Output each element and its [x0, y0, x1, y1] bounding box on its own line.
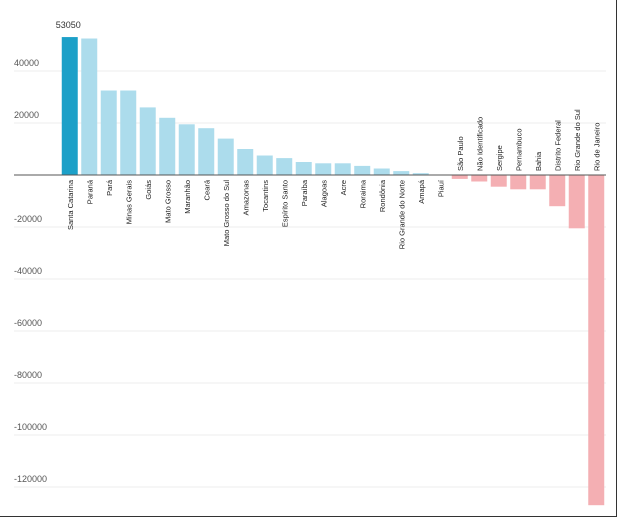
bar — [471, 175, 488, 182]
bar — [217, 138, 234, 175]
category-label: Sergipe — [495, 145, 504, 171]
bar — [588, 175, 605, 506]
category-label: Amazonas — [241, 180, 250, 216]
category-label: Rio Grande do Norte — [397, 180, 406, 249]
category-label: Bahia — [534, 151, 543, 171]
max-value-label: 53050 — [56, 20, 81, 30]
y-tick-label: 20000 — [14, 110, 39, 120]
category-label: Não Identificado — [475, 117, 484, 171]
category-label: Rondônia — [378, 179, 387, 212]
category-label: Acre — [339, 180, 348, 195]
category-label: Mato Grosso do Sul — [222, 180, 231, 247]
bar — [393, 171, 410, 175]
category-label: Distrito Federal — [553, 120, 562, 171]
bar — [529, 175, 546, 190]
bar — [568, 175, 585, 229]
category-label: Minas Gerais — [124, 180, 133, 224]
bar — [315, 163, 332, 175]
y-tick-label: -40000 — [14, 266, 42, 276]
bar — [451, 175, 468, 179]
bar — [237, 149, 254, 175]
y-tick-label: 40000 — [14, 58, 39, 68]
category-label: Paraíba — [300, 179, 309, 206]
category-label: Tocantins — [261, 180, 270, 212]
category-label: Ceará — [202, 179, 211, 200]
bar — [373, 168, 390, 175]
category-label: Amapá — [417, 179, 426, 204]
bar — [81, 38, 98, 175]
y-tick-label: -20000 — [14, 214, 42, 224]
bar — [490, 175, 507, 187]
category-label: Espírito Santo — [280, 180, 289, 227]
bar — [178, 124, 195, 175]
bar — [354, 165, 371, 175]
bar — [295, 162, 312, 175]
bar — [120, 90, 137, 175]
y-tick-label: -60000 — [14, 318, 42, 328]
category-label: Maranhão — [183, 180, 192, 214]
category-label: Paraná — [85, 179, 94, 204]
bar — [510, 175, 527, 190]
category-labels: Santa Catarina Paraná Pará Minas Gerais Goiá… — [66, 109, 602, 249]
category-label: Rio Grande do Sul — [573, 109, 582, 171]
bar — [61, 37, 78, 175]
bars — [61, 37, 605, 506]
category-label: Roraima — [358, 179, 367, 208]
bar — [139, 107, 156, 175]
category-label: São Paulo — [456, 136, 465, 171]
category-label: Mato Grosso — [163, 180, 172, 223]
bar — [412, 173, 429, 175]
category-label: Santa Catarina — [66, 179, 75, 230]
bar — [276, 158, 293, 175]
y-tick-label: -80000 — [14, 370, 42, 380]
category-label: Pará — [105, 179, 114, 196]
bar — [198, 128, 215, 175]
category-label: Rio de Janeiro — [592, 123, 601, 171]
y-tick-label: -120000 — [14, 474, 47, 484]
category-label: Alagoas — [319, 180, 328, 207]
bar — [100, 90, 117, 175]
bar — [334, 163, 351, 175]
bar — [549, 175, 566, 207]
bar — [159, 117, 176, 175]
y-tick-label: -100000 — [14, 422, 47, 432]
category-label: Pernambuco — [514, 128, 523, 171]
category-label: Piauí — [436, 179, 445, 197]
bar — [256, 155, 273, 175]
category-label: Goiás — [144, 180, 153, 200]
y-axis-ticks: 40000 20000 -20000 -40000 -60000 -80000 -10000… — [14, 58, 47, 484]
